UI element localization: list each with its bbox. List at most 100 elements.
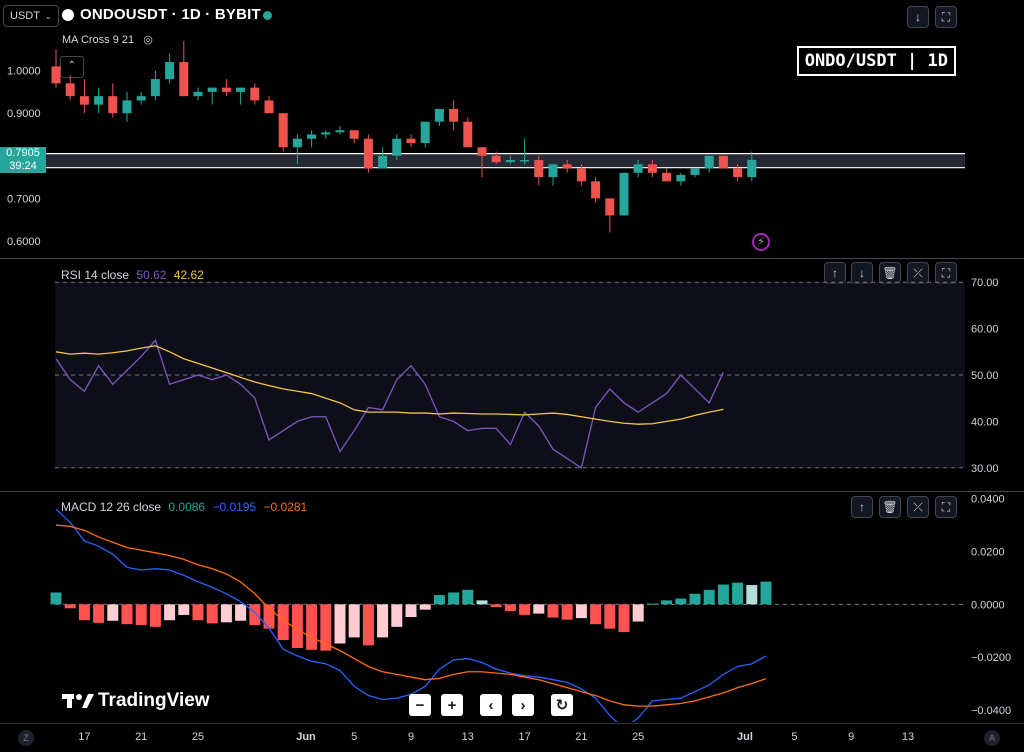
macd-histogram-bar [575,604,587,619]
price-chart[interactable]: 1.0000 0.9000 0.7000 0.6000 [0,0,1024,258]
symbol-logo-icon [62,9,74,21]
macd-histogram-bar [235,604,247,621]
candle-body [520,160,530,162]
macd-legend: MACD 12 26 close 0.0086 −0.0195 −0.0281 [61,500,307,514]
macd-histogram-bar [519,604,531,615]
macd-maximize-button[interactable]: ⛶ [935,496,957,518]
currency-select[interactable]: USDT ⌄ [3,5,59,27]
zoom-in-button[interactable]: + [441,694,463,716]
axis-corner-right[interactable]: A [984,730,1000,746]
macd-histogram-bar [362,604,374,646]
macd-histogram-bar [703,589,715,605]
rsi-band [55,282,965,468]
macd-histogram-bar [306,604,318,650]
macd-histogram-bar [50,592,62,605]
macd-move-up-button[interactable]: ↑ [851,496,873,518]
macd-histogram-bar [732,582,744,605]
macd-histogram-bar [64,604,76,609]
pane-separator[interactable] [0,491,1024,492]
macd-histogram-bar [504,604,516,611]
axis-corner-left[interactable]: Z [18,730,34,746]
macd-histogram-bar [746,585,758,605]
reset-chart-button[interactable]: ↻ [551,694,573,716]
macd-histogram-bar [263,604,275,629]
rsi-delete-button[interactable]: 🗑 [879,262,901,284]
macd-delete-button[interactable]: 🗑 [879,496,901,518]
eye-hidden-icon[interactable]: ◎ [143,34,153,46]
rsi-legend: RSI 14 close 50.62 42.62 [61,268,204,282]
candle-body [505,160,515,163]
date-axis-tick: 25 [632,731,645,743]
macd-histogram-bar [405,604,417,618]
macd-histogram-bar [107,604,119,621]
macd-axis-tick: 0.0000 [971,599,1005,611]
macd-histogram-bar [192,604,204,621]
candle-body [406,138,416,143]
candle-body [449,108,459,122]
macd-histogram-bar [320,604,332,651]
flash-alert-icon[interactable]: ⚡ [752,233,770,251]
last-price-tag: 0.7905 39:24 [0,147,46,173]
macd-histogram-bar [462,589,474,605]
macd-legend-name: MACD 12 26 close [61,500,162,514]
date-axis-tick: Jul [737,731,753,743]
macd-axis-tick: −0.0200 [971,652,1011,664]
symbol-overlay-label: ONDO/USDT | 1D [796,46,956,76]
macd-line-value: −0.0195 [212,500,257,514]
candle-body [221,87,231,92]
candle-body [463,121,473,148]
date-axis-tick: 13 [461,731,474,743]
macd-histogram-bar [490,604,502,607]
macd-histogram-bar [419,604,431,610]
candle-body [65,83,75,97]
macd-histogram-bar [717,584,729,605]
candle-body [704,155,714,169]
scroll-right-button[interactable]: › [512,694,534,716]
macd-histogram-bar [391,604,403,627]
candle-body [378,155,388,169]
candle-body [434,108,444,122]
macd-histogram-bar [348,604,360,638]
tradingview-logo-text: TradingView [98,690,210,711]
tradingview-logo[interactable]: TradingView [62,690,210,712]
ma-cross-label[interactable]: MA Cross 9 21 ◎ [62,33,153,46]
pane-separator[interactable] [0,258,1024,259]
candle-body [477,147,487,156]
macd-histogram-bar [220,604,232,623]
macd-chart[interactable]: 0.0400 0.0200 0.0000 −0.0200 −0.0400 [0,492,1024,722]
macd-collapse-button[interactable]: ⤫ [907,496,929,518]
macd-histogram-bar [334,604,346,644]
candle-body [733,168,743,178]
candle-body [292,138,302,148]
ma-cross-text: MA Cross 9 21 [62,34,135,46]
macd-hist-value: 0.0086 [168,500,206,514]
rsi-chart[interactable]: 70.00 60.00 50.00 40.00 30.00 [0,259,1024,491]
fullscreen-button[interactable]: ⛶ [935,6,957,28]
candle-body [150,79,160,97]
candle-body [562,164,572,169]
symbol-title: ONDOUSDT · 1D · BYBIT [80,6,261,23]
candle-body [79,96,89,105]
price-axis-tick: 0.7000 [7,193,41,205]
macd-histogram-bar [121,604,133,625]
scroll-left-button[interactable]: ‹ [480,694,502,716]
macd-histogram-bar [760,581,772,605]
zoom-out-button[interactable]: − [409,694,431,716]
candle-body [236,87,246,92]
macd-histogram-bar [689,593,701,605]
rsi-axis-tick: 70.00 [971,277,999,289]
candle-body [250,87,260,101]
macd-histogram-bar [249,604,261,625]
macd-axis-tick: 0.0400 [971,494,1005,506]
scroll-down-button[interactable]: ↓ [907,6,929,28]
macd-histogram-bar [149,604,161,627]
macd-histogram-bar [533,604,545,614]
candle-body [548,164,558,178]
macd-histogram-bar [135,604,147,625]
candle-body [122,100,132,114]
candle-body [321,132,331,135]
macd-histogram-bar [561,604,573,620]
macd-histogram-bar [661,600,673,605]
candle-body [179,62,189,97]
macd-histogram-bar [164,604,176,621]
